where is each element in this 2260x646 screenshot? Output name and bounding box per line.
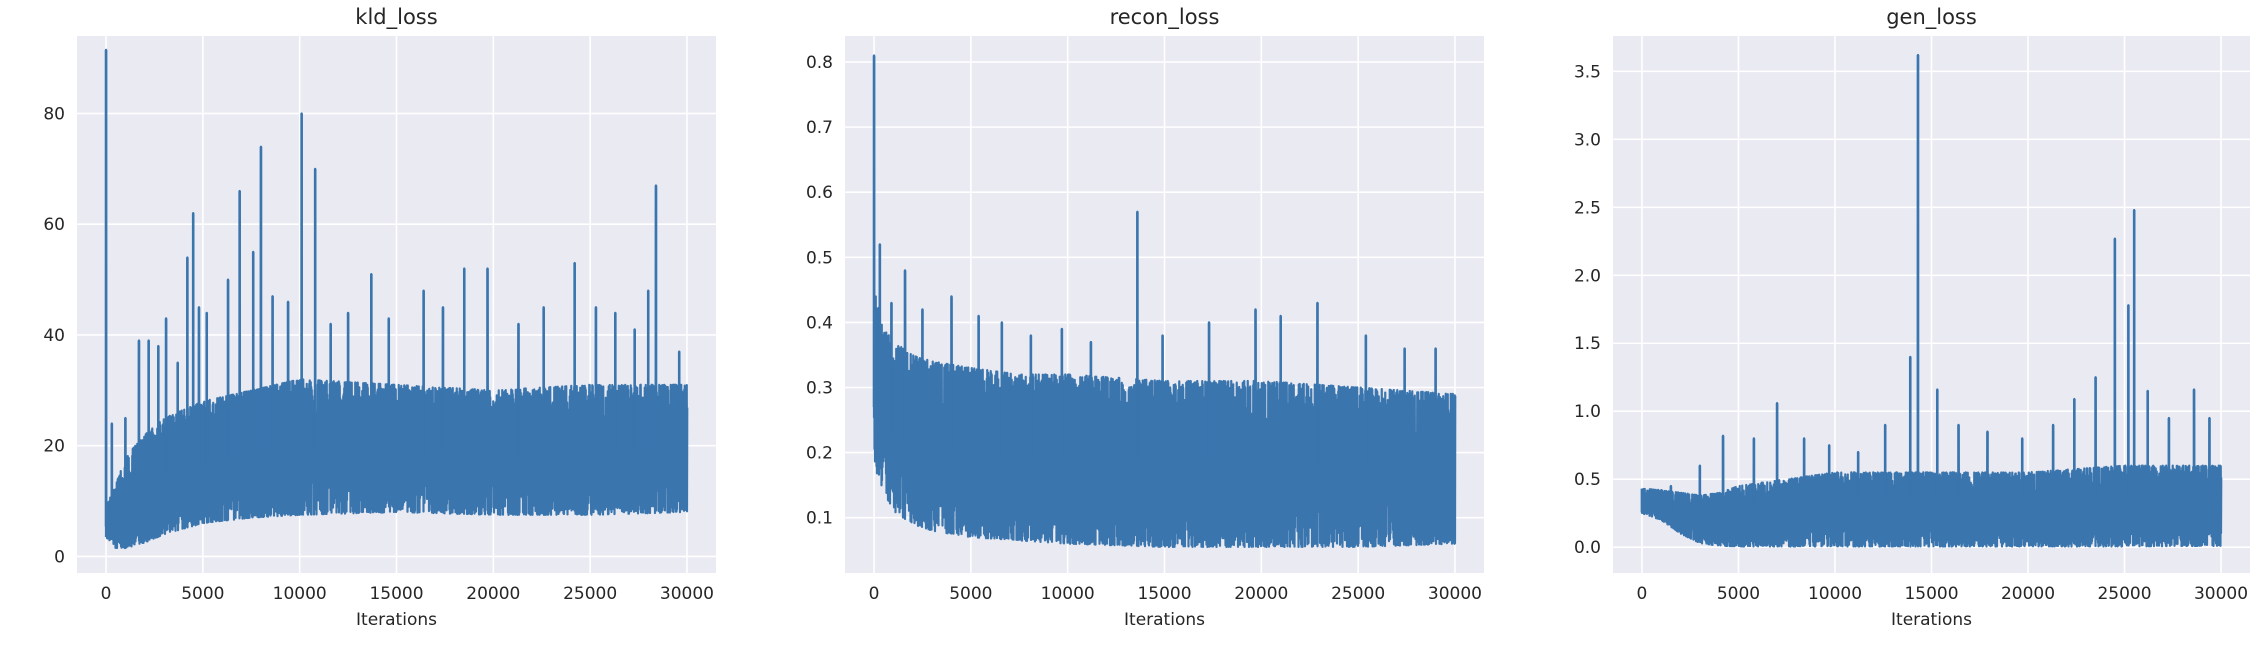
y-tick-label: 80 [43,105,65,125]
series-line-0 [1640,53,2223,548]
x-axis-label: Iterations [1124,610,1205,630]
y-tick-label: 2.0 [1574,266,1601,286]
x-tick-label: 0 [869,584,880,604]
x-tick-label: 5000 [1717,584,1760,604]
y-tick-label: 0.5 [1574,470,1601,490]
x-tick-label: 10000 [1041,584,1095,604]
x-tick-label: 15000 [1137,584,1191,604]
y-tick-label: 0.2 [806,444,833,464]
y-tick-label: 3.5 [1574,62,1601,82]
x-axis-label: Iterations [356,610,437,630]
y-tick-label: 60 [43,215,65,235]
y-tick-label: 40 [43,326,65,346]
y-tick-label: 0.8 [806,53,833,73]
x-tick-label: 0 [101,584,112,604]
y-tick-label: 3.0 [1574,130,1601,150]
x-tick-label: 15000 [1904,584,1958,604]
y-tick-label: 0.4 [806,313,833,333]
x-tick-label: 30000 [1428,584,1482,604]
y-tick-label: 0.3 [806,378,833,398]
y-tick-label: 20 [43,437,65,457]
x-tick-label: 20000 [466,584,520,604]
x-tick-label: 20000 [1234,584,1288,604]
x-axis-label: Iterations [1891,610,1972,630]
series-line-0 [104,48,689,550]
y-tick-label: 0.5 [806,248,833,268]
chart-title: kld_loss [355,5,437,30]
y-tick-label: 0 [54,547,65,567]
y-tick-label: 0.1 [806,509,833,529]
x-tick-label: 5000 [181,584,224,604]
chart-2: 0 5000 10000 15000 20000 25000 30000 0.0 0.5 1.0 1… [1574,5,2250,630]
y-tick-label: 0.6 [806,183,833,203]
y-tick-label: 2.5 [1574,198,1601,218]
x-tick-label: 25000 [1331,584,1385,604]
x-tick-label: 10000 [1808,584,1862,604]
chart-0: 0 5000 10000 15000 20000 25000 30000 0 20 40 60 80 k… [43,5,716,630]
y-tick-label: 0.7 [806,118,833,138]
x-tick-label: 25000 [563,584,617,604]
y-tick-label: 1.5 [1574,334,1601,354]
x-tick-label: 25000 [2097,584,2151,604]
x-tick-label: 30000 [2194,584,2248,604]
x-tick-label: 5000 [949,584,992,604]
chart-1: 0 5000 10000 15000 20000 25000 30000 0.1 0.2 0.3 0… [806,5,1484,630]
x-tick-label: 15000 [369,584,423,604]
chart-title: gen_loss [1886,5,1977,30]
chart-title: recon_loss [1110,5,1220,30]
x-tick-label: 10000 [273,584,327,604]
x-tick-label: 20000 [2001,584,2055,604]
x-tick-label: 30000 [660,584,714,604]
x-tick-label: 0 [1637,584,1648,604]
series-line-0 [872,54,1457,549]
y-tick-label: 1.0 [1574,402,1601,422]
y-tick-label: 0.0 [1574,538,1601,558]
